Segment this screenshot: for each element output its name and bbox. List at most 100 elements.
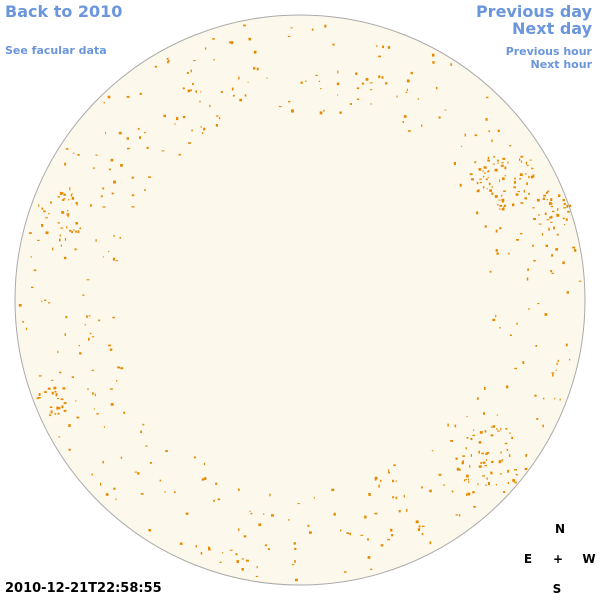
facula [200, 552, 203, 555]
facula [195, 90, 197, 93]
facula [178, 153, 181, 156]
facula [543, 197, 545, 200]
facula [213, 59, 215, 61]
facula [543, 397, 545, 400]
facula [75, 201, 78, 205]
facula [516, 322, 518, 325]
facula [421, 124, 423, 127]
facula [461, 461, 464, 465]
facula [212, 38, 215, 40]
facula [38, 375, 42, 377]
facula [459, 183, 462, 187]
facula [203, 127, 206, 131]
facula [486, 452, 490, 454]
facula [550, 221, 553, 223]
facula [78, 344, 80, 347]
facula [525, 161, 527, 165]
facula [267, 548, 270, 550]
solar-disk [14, 14, 586, 586]
previous-hour-link[interactable]: Previous hour [505, 45, 592, 58]
next-hour-link[interactable]: Next hour [530, 58, 593, 71]
facula [154, 65, 157, 68]
facula [140, 493, 144, 495]
faculae [18, 24, 582, 582]
next-day-link[interactable]: Next day [512, 19, 592, 38]
facula [562, 199, 565, 202]
facula [507, 469, 510, 473]
facula [509, 432, 511, 434]
facula [367, 538, 369, 541]
facula [319, 111, 323, 115]
facula [387, 538, 390, 541]
facula [66, 226, 68, 229]
facula [520, 160, 522, 163]
facula [51, 391, 54, 395]
facula [343, 571, 347, 573]
facula [509, 334, 512, 336]
facula [77, 230, 80, 234]
facula [524, 197, 527, 200]
facula [478, 465, 480, 468]
facula [291, 109, 294, 112]
facula [167, 60, 169, 64]
facula [43, 391, 47, 393]
previous-day-link[interactable]: Previous day [475, 2, 592, 21]
facula [476, 211, 479, 215]
facula [266, 77, 268, 79]
facula [187, 89, 190, 93]
facula [491, 460, 494, 463]
facula [508, 454, 511, 457]
facula [256, 566, 258, 569]
timestamp: 2010-12-21T22:58:55 [5, 581, 162, 596]
facula [499, 227, 502, 230]
facula [139, 92, 142, 95]
facula [140, 430, 142, 434]
facula [93, 408, 96, 410]
facula [487, 159, 490, 162]
facula [462, 460, 464, 463]
facula [550, 205, 553, 208]
facula [490, 471, 493, 475]
facula [546, 190, 550, 192]
facula [148, 529, 151, 532]
facula [238, 76, 240, 80]
facula [56, 406, 59, 410]
facula [563, 203, 566, 206]
compass-east: E [523, 552, 533, 566]
facula [526, 277, 529, 281]
facula [556, 213, 560, 217]
facula [339, 111, 342, 114]
facula [421, 486, 423, 489]
facula [489, 189, 492, 192]
facula [186, 72, 189, 74]
facula [565, 343, 568, 347]
facula [431, 450, 434, 452]
facular-link[interactable]: See facular data [5, 44, 107, 57]
facula [110, 403, 114, 406]
back-link[interactable]: Back to 2010 [5, 2, 123, 21]
facula [230, 41, 234, 45]
facula [532, 174, 535, 178]
facula [145, 445, 148, 447]
facula [45, 231, 49, 235]
facula [453, 162, 456, 165]
facula [238, 528, 240, 532]
facula [190, 69, 192, 73]
facula [95, 154, 98, 156]
facula [506, 385, 509, 389]
facula [504, 442, 508, 445]
facula [100, 482, 102, 486]
facula [534, 394, 537, 397]
facula [66, 213, 70, 216]
facula [484, 430, 487, 433]
facula [291, 564, 295, 566]
facula [355, 72, 358, 75]
facula [523, 189, 525, 192]
facula [552, 373, 554, 377]
facula [182, 115, 186, 119]
facula [102, 206, 106, 208]
facula [86, 279, 90, 281]
facula [60, 227, 64, 229]
facula [487, 156, 490, 160]
